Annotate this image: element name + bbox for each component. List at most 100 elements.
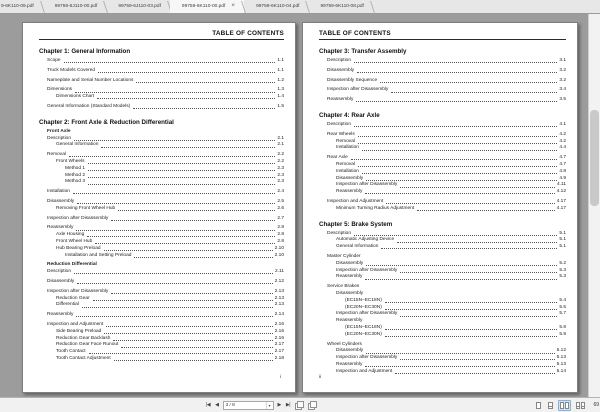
- toc-page-number: 2.8: [277, 238, 284, 244]
- leader-dots: [384, 308, 558, 310]
- tab-99759-6k110-00[interactable]: 99759-6K110-00.pdf ×: [169, 0, 245, 13]
- toc-entry: Front Wheels 2.2: [56, 159, 284, 166]
- toc-entry: Description 5.1: [327, 231, 566, 238]
- leader-dots: [365, 278, 558, 280]
- toc-page-number: 4.8: [559, 168, 566, 174]
- toc-page-number: 5.1: [559, 237, 566, 243]
- toc-entry-label: Method 1: [65, 165, 86, 171]
- toc-subheading: Wheel Cylinders: [327, 342, 566, 349]
- tab-99759-6j110-03[interactable]: 99759-6J110-03.pdf: [106, 0, 170, 13]
- toc-entry: Hub Bearing Preload 2.10: [56, 246, 284, 253]
- page-number-input[interactable]: [223, 401, 266, 409]
- leader-dots: [87, 236, 276, 238]
- leader-dots: [395, 372, 555, 374]
- facing-pages-button[interactable]: [558, 399, 572, 411]
- toc-entry: General Information 5.1: [336, 244, 566, 251]
- next-page-button[interactable]: ▶: [277, 400, 282, 410]
- toc-entry-label: Wheel Cylinders: [327, 341, 362, 347]
- leader-dots: [76, 229, 276, 231]
- vertical-scrollbar[interactable]: [588, 14, 600, 397]
- leader-dots: [354, 234, 558, 236]
- first-page-button[interactable]: |◀: [205, 400, 211, 410]
- leader-dots: [118, 210, 276, 212]
- next-view-button[interactable]: [307, 400, 318, 410]
- leader-dots: [87, 163, 276, 165]
- toc-page-number: 4.17: [556, 198, 566, 204]
- toc-page-number: 2.13: [274, 302, 284, 308]
- toc-page-number: 2.1: [277, 135, 284, 141]
- chapter-title: Chapter 2: Front Axle & Reduction Differ…: [39, 118, 174, 126]
- toc-entry: Disassembly 4.9: [336, 176, 566, 183]
- page-dropdown-caret[interactable]: ▾: [265, 401, 273, 409]
- toc-entry-label: Inspection after Disassembly: [336, 311, 398, 317]
- toc-page-number: 4.12: [556, 189, 566, 195]
- toc-entry-label: Front Wheels: [56, 158, 85, 164]
- toc-entry-label: Description: [327, 58, 351, 63]
- toc-entry-label: (EC15N–EC18N): [345, 324, 382, 330]
- tab-label: 99759-6K110-04.pdf: [256, 4, 300, 9]
- last-page-button[interactable]: ▶|: [285, 400, 291, 410]
- toc-entry-label: Reduction Differential: [47, 262, 97, 268]
- tab-99759-6j110-00[interactable]: 99759-6J110-00.pdf: [43, 0, 107, 13]
- continuous-page-icon: [548, 401, 554, 409]
- toc-entry: Reassembly 5.3: [336, 274, 566, 281]
- toc-page-number: 5.14: [556, 368, 566, 374]
- toc-entry: Disassembly 5.2: [336, 261, 566, 268]
- toc-entry-label: (EC15N–EC18N): [345, 297, 382, 303]
- leader-dots: [113, 360, 273, 362]
- page-number-footer: ii: [319, 375, 322, 380]
- toc-entry: Tooth Contact Adjustment 2.18: [56, 356, 284, 363]
- toc-entry: Method 3 2.3: [65, 179, 284, 186]
- toc-entry: Method 2 2.3: [65, 173, 284, 180]
- previous-view-button[interactable]: [294, 400, 305, 410]
- toc-entry: Removal 4.7: [336, 162, 566, 169]
- toc-page-number: 2.1: [277, 142, 284, 148]
- toc-entry: Reassembly 5.13: [336, 362, 566, 369]
- toc-page-number: 5.8: [559, 324, 566, 330]
- toc-page-number: 2.16: [274, 328, 284, 334]
- toc-page-number: 2.10: [274, 252, 284, 258]
- leader-dots: [121, 346, 273, 348]
- toc-entry-label: Inspection after Disassembly: [336, 267, 398, 273]
- tab-9-6k110-09[interactable]: 9-6K110-09.pdf: [0, 0, 43, 13]
- toc-page-number: 4.2: [559, 138, 566, 144]
- leader-dots: [366, 352, 555, 354]
- toc-page-number: 3.5: [559, 97, 566, 103]
- tab-99759-6k110-04[interactable]: 99759-6K110-04.pdf: [244, 0, 308, 13]
- toc-entry: Disassembly Sequence 3.2: [327, 78, 566, 85]
- toc-page-number: 5.13: [556, 355, 566, 361]
- toc-entry: Removing Front Wheel Hub 2.6: [56, 206, 284, 213]
- previous-page-button[interactable]: ◀: [214, 400, 219, 410]
- leader-dots: [68, 156, 276, 158]
- leader-dots: [88, 176, 276, 178]
- toc-page-number: 2.8: [277, 225, 284, 231]
- toc-entry: (EC15N–EC18N) 5.8: [345, 325, 566, 332]
- leader-dots: [400, 315, 558, 317]
- leader-dots: [103, 250, 273, 252]
- toc-page-number: 2.13: [274, 288, 284, 294]
- toc-entry-label: Front Axle: [47, 128, 71, 134]
- toc-entry-label: Side Bearing Preload: [56, 328, 102, 334]
- toc-entry: Removal 4.2: [336, 139, 566, 146]
- toc-entry-label: Inspection and Adjustment: [327, 198, 384, 204]
- tab-99759-6k110-08[interactable]: 99759-6K110-08.pdf: [308, 0, 372, 13]
- tab-label: 99759-6K110-08.pdf: [320, 4, 364, 9]
- toc-entry-label: Reassembly: [336, 318, 363, 324]
- continuous-page-button[interactable]: [546, 400, 555, 411]
- chapter-title: Chapter 1: General Information: [39, 48, 131, 55]
- single-page-button[interactable]: [534, 400, 543, 411]
- tab-close-icon[interactable]: ×: [231, 2, 236, 10]
- scrollbar-thumb[interactable]: [590, 110, 599, 206]
- toc-subheading: Reduction Differential: [47, 262, 284, 269]
- toc-page-number: 2.7: [277, 215, 284, 221]
- toc-entry: Inspection after Disassembly 5.7: [336, 311, 566, 318]
- leader-dots: [133, 108, 276, 110]
- toc-page-number: 2.6: [277, 205, 284, 211]
- toc-entry: Method 1 2.3: [65, 166, 284, 173]
- toc-entry-label: Dimensions: [47, 87, 73, 93]
- toc-page-number: 2.2: [277, 152, 284, 158]
- toc-entry: Disassembly 3.2: [327, 68, 566, 75]
- toc-page-number: 2.3: [277, 179, 284, 185]
- toc-entry-label: Removal: [47, 152, 66, 158]
- continuous-facing-button[interactable]: [574, 400, 587, 411]
